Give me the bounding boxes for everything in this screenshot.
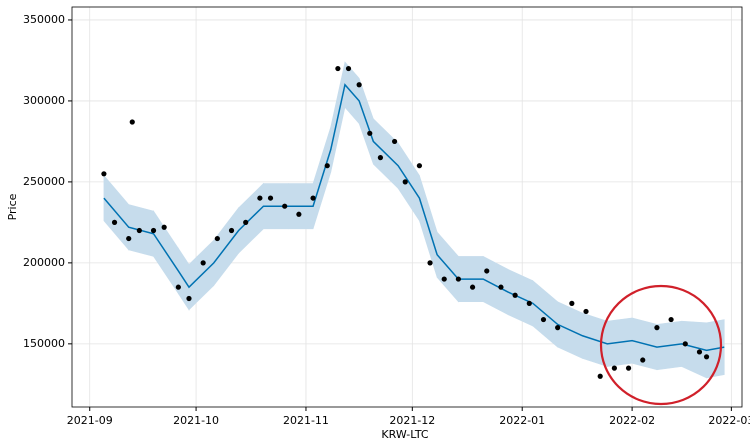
observed-point [526,300,532,306]
observed-point [455,276,462,282]
x-axis-label: KRW-LTC [381,428,428,441]
ticks: 2021-09 2021-10 2021-11 2021-12 2022-01 2022-… [23,13,750,427]
observed-point [136,227,142,234]
observed-point [367,130,373,136]
observed-point [569,300,575,306]
observed-point [243,219,249,225]
observed-point [391,138,398,145]
observed-point [310,195,316,201]
observed-point [427,260,433,266]
observed-point [416,163,423,169]
observed-point [668,316,674,323]
observed-point [484,268,490,274]
observed-point [111,219,118,225]
observed-point [161,224,167,230]
observed-point [335,65,341,72]
forecast-line [103,83,725,352]
x-tick-label: 2021-11 [283,414,329,427]
observed-point [611,365,617,371]
observed-point [356,82,362,88]
x-tick-label: 2021-10 [173,414,219,427]
observed-point [267,195,274,201]
observed-point [377,155,384,161]
y-tick-label: 350000 [23,13,65,26]
observed-point [625,365,632,371]
observed-point [345,65,352,72]
observed-point [640,357,646,363]
observed-point [324,163,330,169]
observed-point [228,227,235,234]
observed-point [469,284,476,290]
x-tick-label: 2022-01 [499,414,545,427]
observed-point [540,316,547,323]
observed-point [175,284,181,290]
x-tick-label: 2022-03 [708,414,750,427]
observed-point [296,211,302,217]
observed-point [597,373,603,379]
y-tick-label: 250000 [23,175,65,188]
observed-point [186,295,192,302]
y-tick-label: 150000 [23,337,65,350]
observed-point [101,171,107,177]
x-tick-label: 2021-09 [67,414,113,427]
y-tick-label: 300000 [23,94,65,107]
observed-point [498,284,504,290]
highlight-circle [599,284,723,406]
observed-point [696,349,703,355]
observed-point [402,179,408,185]
observed-point [282,203,288,209]
observed-point [703,354,710,360]
observed-point [682,341,688,347]
observed-point [257,195,263,201]
observed-point [583,308,589,315]
observed-point [126,235,132,242]
observed-point [214,235,220,242]
observed-point [129,119,135,125]
observed-point [512,292,518,298]
x-tick-label: 2021-12 [389,414,435,427]
plot-frame [71,6,743,408]
observed-point [654,325,660,331]
observed-point [555,325,561,331]
observed-point [150,227,157,234]
observed-point [200,260,206,266]
x-tick-label: 2022-02 [609,414,655,427]
observed-point [441,276,447,282]
y-tick-label: 200000 [23,256,65,269]
forecast [103,83,725,352]
observed-points [101,65,710,379]
y-axis-label: Price [6,193,19,220]
